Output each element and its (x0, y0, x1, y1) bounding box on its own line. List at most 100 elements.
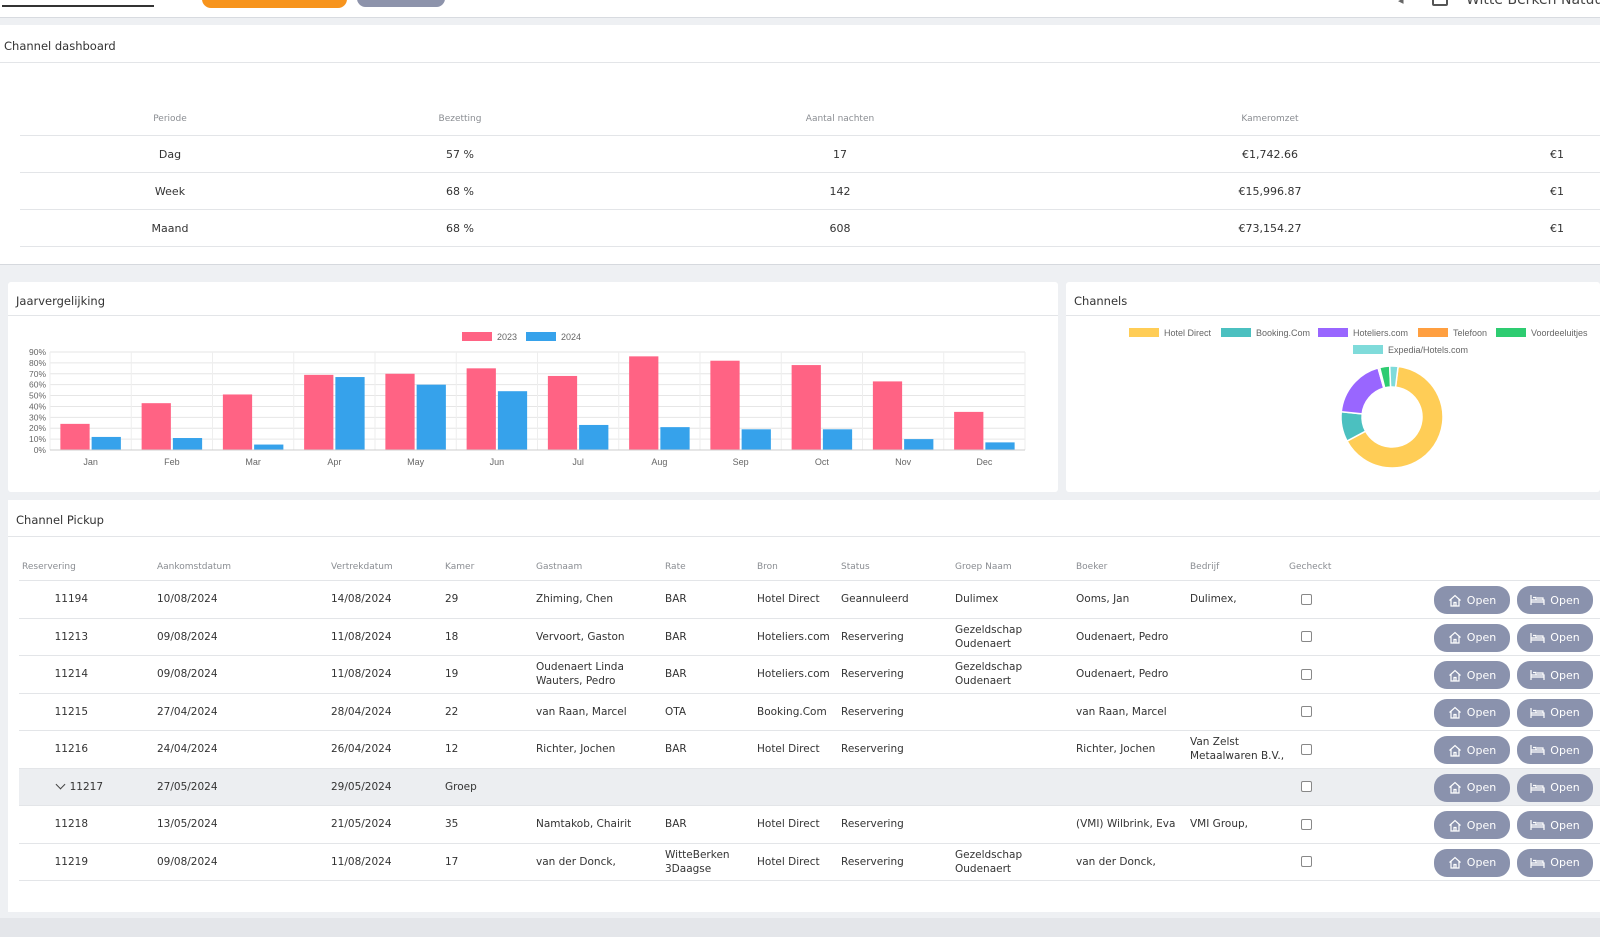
boeker-cell: van der Donck, (1076, 855, 1156, 868)
gastnaam-cell (536, 769, 661, 806)
reservering-cell: 11214 (54, 668, 88, 681)
open-reservation-button[interactable]: Open (1434, 773, 1510, 802)
bar-2024-feb[interactable] (172, 438, 203, 450)
bar-2023-oct[interactable] (791, 365, 821, 450)
donut-slice[interactable] (1346, 365, 1444, 469)
bar-2024-mar[interactable] (254, 444, 284, 450)
vertrek-cell: 29/05/2024 (331, 780, 392, 793)
primary-action-button[interactable] (202, 0, 347, 8)
open-reservation-button[interactable]: Open (1434, 698, 1510, 727)
bar-2023-apr[interactable] (304, 374, 334, 450)
bar-2023-jun[interactable] (466, 368, 496, 450)
bar-2023-nov[interactable] (872, 381, 903, 450)
legend-swatch[interactable] (1129, 328, 1159, 337)
y-tick-label: 40% (29, 401, 46, 411)
legend-swatch[interactable] (1418, 328, 1448, 337)
bed-icon (1530, 857, 1545, 868)
bar-2023-jul[interactable] (547, 375, 578, 450)
open-room-button[interactable]: Open (1517, 586, 1593, 614)
open-room-button[interactable]: Open (1517, 811, 1593, 839)
button-label: Open (1550, 706, 1580, 719)
bar-2024-sep[interactable] (741, 429, 771, 450)
calendar-icon[interactable] (1432, 0, 1448, 6)
bar-2023-sep[interactable] (710, 360, 740, 450)
open-reservation-button[interactable]: Open (1434, 811, 1510, 839)
open-room-button[interactable]: Open (1517, 661, 1593, 689)
legend-swatch-2024[interactable] (526, 332, 556, 341)
x-tick-label: Dec (976, 457, 993, 467)
channels-donut-chart: Hotel Direct Booking.Com Hoteliers.com Tele… (1129, 328, 1588, 469)
gecheckt-checkbox[interactable] (1301, 593, 1312, 605)
extra-cell: €1 (1550, 147, 1564, 161)
bar-2024-oct[interactable] (822, 429, 853, 450)
gastnaam-cell: Namtakob, Chairit (536, 818, 632, 831)
bar-2024-dec[interactable] (985, 442, 1015, 450)
gecheckt-checkbox[interactable] (1301, 706, 1312, 718)
arrow-icon[interactable]: ◂ (1398, 0, 1404, 7)
legend-swatch[interactable] (1221, 328, 1251, 337)
bar-2023-dec[interactable] (954, 411, 984, 450)
donut-slice[interactable] (1340, 367, 1385, 415)
open-room-button[interactable]: Open (1517, 848, 1593, 877)
button-label: Open (1550, 818, 1580, 832)
groep-naam-cell: Dulimex (955, 593, 999, 606)
chevron-down-icon[interactable] (55, 779, 66, 790)
bar-2024-apr[interactable] (335, 377, 365, 450)
summary-row: Maand 68 % 608 €73,154.27 €1 (20, 210, 1600, 247)
legend-label: Expedia/Hotels.com (1388, 345, 1468, 355)
group-row[interactable]: 11217 27/05/2024 29/05/2024 Groep Open Open (19, 768, 1600, 806)
gecheckt-checkbox[interactable] (1301, 668, 1312, 680)
open-room-button[interactable]: Open (1517, 736, 1593, 764)
kamer-cell: 12 (445, 743, 459, 756)
x-tick-label: Aug (651, 457, 667, 467)
gecheckt-checkbox[interactable] (1301, 781, 1312, 793)
open-reservation-button[interactable]: Open (1434, 848, 1510, 877)
gastnaam-cell: Vervoort, Gaston (536, 630, 625, 643)
reservering-cell: 11219 (54, 855, 88, 868)
divider (8, 536, 1600, 537)
bar-2024-jan[interactable] (91, 436, 121, 450)
status-cell (841, 769, 951, 806)
open-room-button[interactable]: Open (1517, 773, 1593, 802)
bar-2023-jan[interactable] (60, 423, 90, 450)
status-cell: Geannuleerd (841, 593, 909, 606)
bedrijf-cell (1190, 769, 1296, 806)
legend-swatch[interactable] (1318, 328, 1348, 337)
bedrijf-cell: Van Zelst Metaalwaren B.V., (1190, 736, 1285, 763)
bar-2024-aug[interactable] (660, 427, 690, 450)
open-reservation-button[interactable]: Open (1434, 736, 1510, 764)
bar-2024-nov[interactable] (904, 439, 934, 450)
open-reservation-button[interactable]: Open (1434, 623, 1510, 652)
bar-2024-may[interactable] (416, 384, 446, 450)
legend-swatch-2023[interactable] (462, 332, 492, 341)
kamer-cell: 29 (445, 593, 459, 606)
open-room-button[interactable]: Open (1517, 698, 1593, 727)
gecheckt-cell (1289, 844, 1359, 881)
legend-swatch[interactable] (1353, 345, 1383, 354)
bron-cell (757, 769, 841, 806)
bar-2024-jul[interactable] (579, 424, 609, 450)
groep-naam-cell (955, 806, 1073, 843)
donut-slice[interactable] (1388, 365, 1399, 389)
search-input[interactable] (2, 5, 154, 7)
bar-2023-mar[interactable] (222, 394, 253, 450)
secondary-action-button[interactable] (357, 0, 445, 7)
channels-panel: Channels Hotel Direct Booking.Com Hotelier… (1066, 282, 1600, 492)
bar-2023-may[interactable] (385, 373, 415, 450)
gecheckt-checkbox[interactable] (1301, 856, 1312, 868)
open-room-button[interactable]: Open (1517, 623, 1593, 652)
open-reservation-button[interactable]: Open (1434, 661, 1510, 689)
gecheckt-checkbox[interactable] (1301, 743, 1312, 755)
legend-swatch[interactable] (1496, 328, 1526, 337)
bar-2024-jun[interactable] (497, 391, 528, 450)
gecheckt-checkbox[interactable] (1301, 631, 1312, 643)
bar-2023-feb[interactable] (141, 403, 171, 450)
legend-label: 2023 (497, 332, 517, 342)
gecheckt-checkbox[interactable] (1301, 818, 1312, 830)
bar-2023-aug[interactable] (629, 356, 659, 450)
user-name[interactable]: Witte Berken Natuurr (1466, 0, 1600, 8)
open-reservation-button[interactable]: Open (1434, 586, 1510, 614)
channel-pickup-panel: Channel Pickup Reservering Aankomstdatum… (8, 500, 1600, 912)
header-bezetting: Bezetting (438, 114, 482, 124)
home-icon (1448, 631, 1461, 644)
